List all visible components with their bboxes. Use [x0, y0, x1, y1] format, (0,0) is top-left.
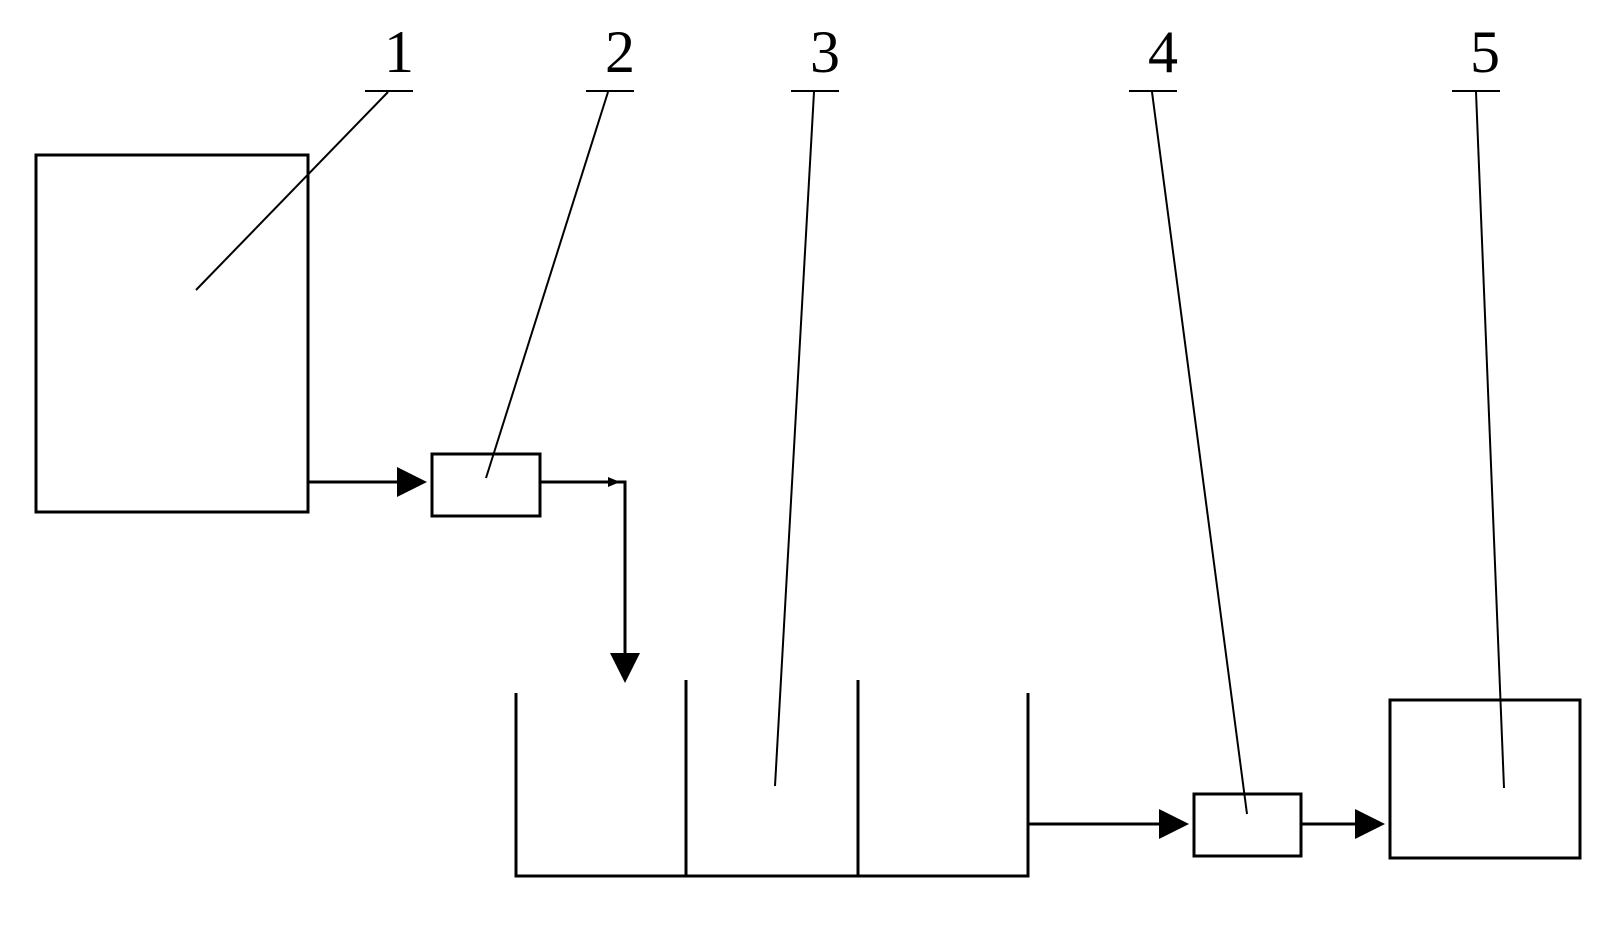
node-box-2	[432, 454, 540, 516]
node-box-5	[1390, 700, 1580, 858]
diagram-svg	[0, 0, 1612, 934]
arrow-2-to-3-bend	[608, 477, 620, 487]
leader-line-3	[775, 92, 814, 786]
leader-line-2	[486, 92, 608, 478]
node-box-1	[36, 155, 308, 512]
arrow-2-to-3	[540, 482, 625, 680]
node-container-3	[516, 693, 1028, 876]
leader-line-4	[1152, 92, 1247, 814]
flowchart-diagram: 1 2 3 4 5	[0, 0, 1612, 934]
node-box-4	[1194, 794, 1301, 856]
leader-line-1	[196, 92, 388, 290]
leader-line-5	[1476, 92, 1504, 788]
